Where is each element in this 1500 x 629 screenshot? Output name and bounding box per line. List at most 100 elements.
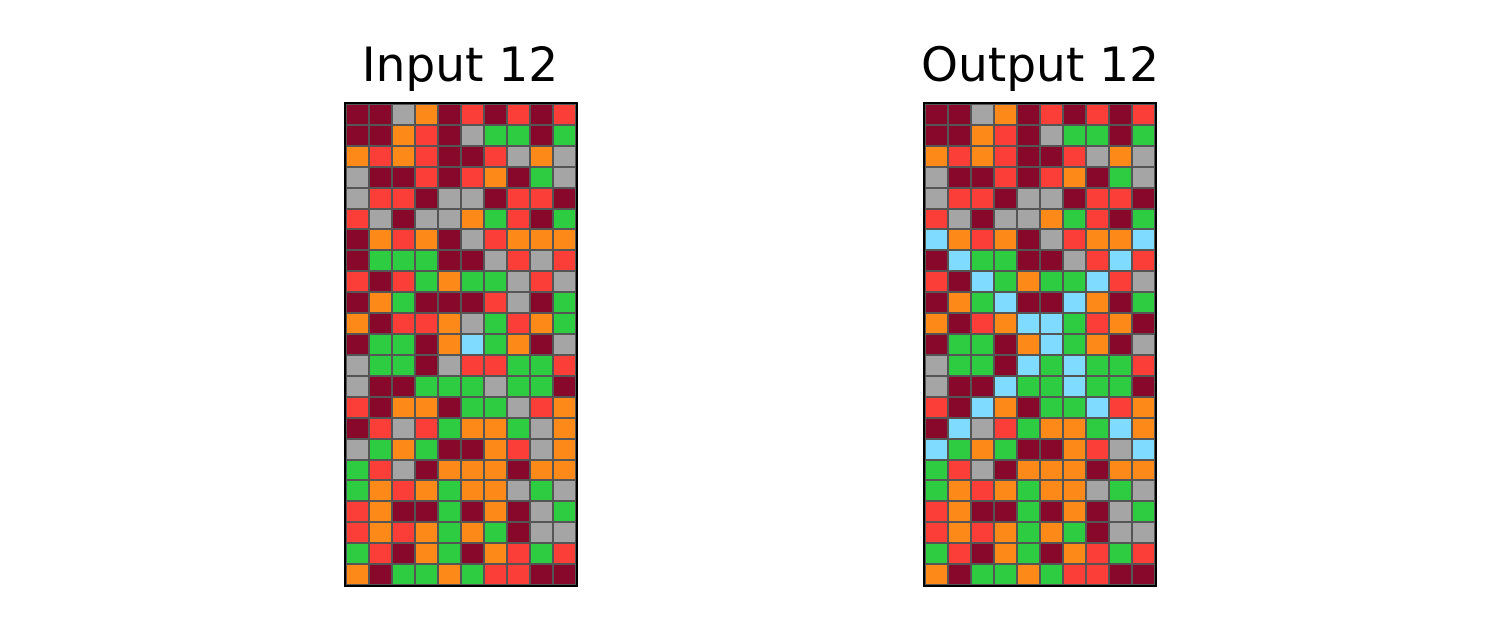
grid-cell (554, 523, 575, 542)
grid-cell (439, 565, 460, 584)
grid-cell (370, 272, 391, 291)
grid-cell (949, 481, 970, 500)
grid-cell (995, 398, 1016, 417)
grid-cell (531, 105, 552, 124)
grid-cell (1133, 251, 1154, 270)
grid-cell (554, 398, 575, 417)
grid-cell (508, 105, 529, 124)
grid-cell (995, 126, 1016, 145)
grid-cell (531, 168, 552, 187)
grid-cell (416, 230, 437, 249)
grid-cell (462, 230, 483, 249)
grid-cell (1110, 502, 1131, 521)
grid-cell (531, 210, 552, 228)
grid-cell (439, 251, 460, 270)
grid-cell (972, 230, 993, 249)
grid-cell (1064, 356, 1085, 375)
grid-cell (439, 419, 460, 438)
grid-cell (370, 356, 391, 375)
grid-cell (995, 230, 1016, 249)
grid-cell (972, 502, 993, 521)
grid-cell (1133, 105, 1154, 124)
grid-cell (972, 189, 993, 208)
grid-cell (1133, 461, 1154, 479)
grid-cell (485, 314, 506, 333)
grid-cell (439, 377, 460, 396)
grid-cell (972, 147, 993, 166)
grid-cell (439, 502, 460, 521)
grid-cell (554, 481, 575, 500)
grid-cell (416, 251, 437, 270)
grid-cell (972, 293, 993, 312)
grid-cell (439, 147, 460, 166)
grid-cell (926, 502, 947, 521)
grid-cell (1018, 377, 1039, 396)
grid-cell (1110, 419, 1131, 438)
grid-cell (370, 502, 391, 521)
grid-cell (462, 461, 483, 479)
grid-cell (949, 126, 970, 145)
grid-cell (393, 377, 414, 396)
grid-cell (1064, 168, 1085, 187)
grid-cell (462, 314, 483, 333)
grid-cell (1018, 272, 1039, 291)
grid-cell (531, 523, 552, 542)
grid-cell (393, 126, 414, 145)
grid-cell (393, 210, 414, 228)
grid-cell (439, 481, 460, 500)
grid-cell (1064, 230, 1085, 249)
grid-cell (1018, 210, 1039, 228)
grid-cell (1133, 502, 1154, 521)
grid-cell (972, 210, 993, 228)
grid-cell (531, 335, 552, 354)
grid-cell (485, 147, 506, 166)
grid-cell (370, 251, 391, 270)
grid-cell (508, 272, 529, 291)
grid-cell (995, 335, 1016, 354)
grid-cell (393, 461, 414, 479)
grid-cell (554, 105, 575, 124)
grid-cell (949, 272, 970, 291)
grid-cell (370, 105, 391, 124)
grid-cell (1133, 147, 1154, 166)
grid-cell (1110, 126, 1131, 145)
grid-cell (416, 105, 437, 124)
grid-cell (485, 565, 506, 584)
grid-cell (531, 189, 552, 208)
grid-cell (531, 481, 552, 500)
grid-cell (485, 293, 506, 312)
grid-cell (1087, 481, 1108, 500)
grid-cell (416, 523, 437, 542)
grid-cell (1064, 105, 1085, 124)
grid-cell (508, 440, 529, 459)
grid-cell (554, 356, 575, 375)
grid-cell (972, 419, 993, 438)
grid-cell (995, 440, 1016, 459)
grid-cell (347, 314, 368, 333)
grid-cell (1087, 398, 1108, 417)
grid-cell (1110, 481, 1131, 500)
grid-cell (1110, 251, 1131, 270)
grid-cell (1133, 565, 1154, 584)
grid-cell (485, 377, 506, 396)
grid-cell (1087, 272, 1108, 291)
grid-cell (347, 502, 368, 521)
grid-cell (1087, 419, 1108, 438)
grid-cell (972, 461, 993, 479)
grid-cell (1110, 565, 1131, 584)
grid-cell (972, 398, 993, 417)
grid-cell (416, 502, 437, 521)
grid-cell (554, 230, 575, 249)
grid-cell (1110, 147, 1131, 166)
grid-cell (416, 565, 437, 584)
grid-cell (347, 544, 368, 563)
grid-cell (554, 314, 575, 333)
grid-cell (926, 356, 947, 375)
grid-cell (485, 523, 506, 542)
grid-cell (1087, 147, 1108, 166)
grid-cell (1041, 502, 1062, 521)
grid-cell (972, 523, 993, 542)
grid-cell (995, 189, 1016, 208)
grid-cell (926, 523, 947, 542)
grid-cell (462, 210, 483, 228)
